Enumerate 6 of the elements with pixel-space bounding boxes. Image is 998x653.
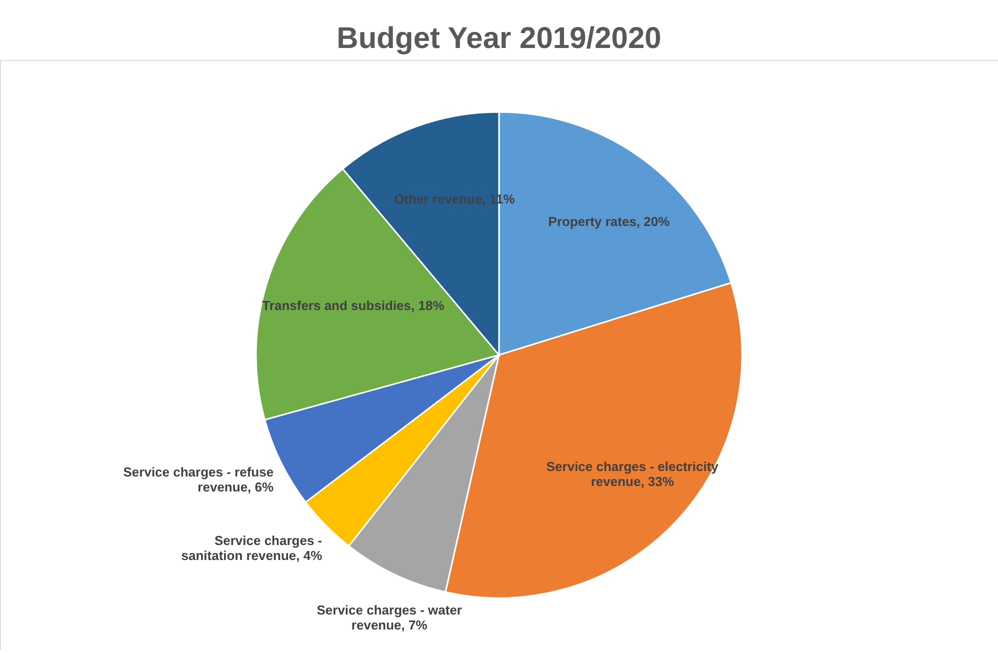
slice-label: Service charges - refuse revenue, 6% — [123, 464, 274, 495]
slice-label: Property rates, 20% — [548, 214, 670, 229]
slice-label: Service charges - sanitation revenue, 4% — [181, 532, 323, 563]
chart-title: Budget Year 2019/2020 — [336, 22, 662, 55]
slice-label: Service charges - water revenue, 7% — [316, 602, 462, 633]
slice-label: Transfers and subsidies, 18% — [262, 298, 445, 313]
